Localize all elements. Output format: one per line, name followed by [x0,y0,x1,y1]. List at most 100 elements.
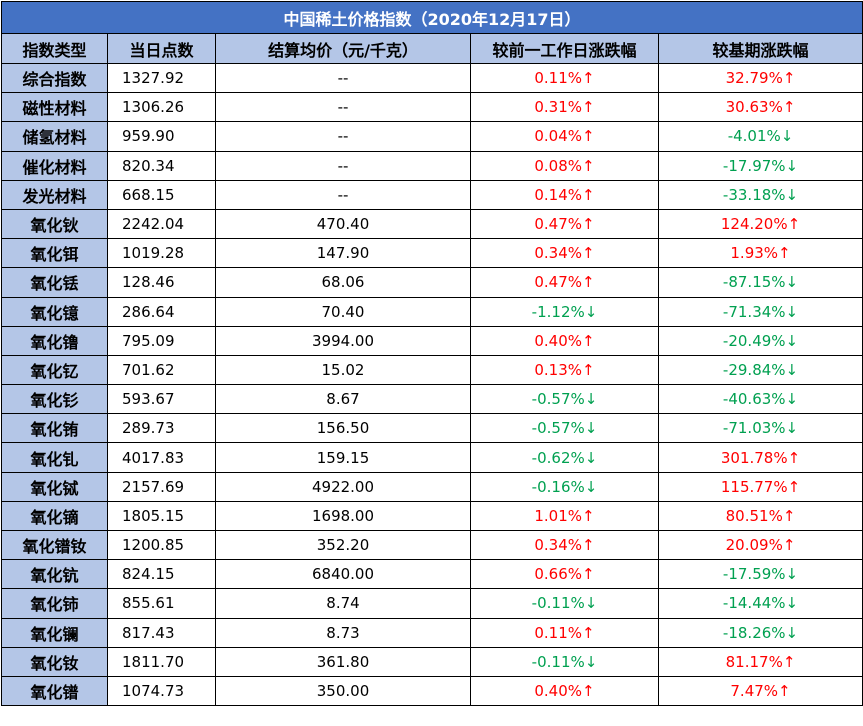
row-name-cell: 磁性材料 [1,92,108,123]
row-name-cell: 氧化钇 [1,354,108,386]
row-daily-change-cell: -0.11%↓ [470,646,659,677]
table-row: 氧化铥 128.46 68.06 0.47%↑ -87.15%↓ [1,267,863,298]
row-index-cell: 1074.73 [107,675,216,707]
row-price-cell: 6840.00 [215,559,471,590]
row-daily-change-cell: -0.57%↓ [470,413,659,444]
row-base-change-cell: 20.09%↑ [657,529,863,561]
row-price-cell: 350.00 [215,675,471,707]
table-row: 氧化镱 286.64 70.40 -1.12%↓ -71.34%↓ [1,296,863,327]
row-daily-change-cell: 0.40%↑ [470,325,659,356]
row-name-cell: 氧化镝 [1,500,108,532]
row-daily-change-cell: 0.14%↑ [470,179,659,210]
row-daily-change-cell: 0.04%↑ [470,121,659,152]
row-index-cell: 701.62 [107,354,216,386]
row-daily-change-cell: -1.12%↓ [470,296,659,327]
row-name-cell: 氧化铈 [1,588,108,619]
row-index-cell: 1805.15 [107,500,216,532]
row-name-cell: 氧化钐 [1,384,108,415]
row-price-cell: 352.20 [215,529,471,561]
row-base-change-cell: -20.49%↓ [657,325,863,356]
table-row: 发光材料 668.15 -- 0.14%↑ -33.18%↓ [1,179,863,210]
row-price-cell: 159.15 [215,442,471,473]
row-price-cell: 8.73 [215,617,471,648]
table-row: 氧化钪 824.15 6840.00 0.66%↑ -17.59%↓ [1,559,863,590]
row-name-cell: 氧化铥 [1,267,108,298]
row-index-cell: 4017.83 [107,442,216,473]
table-row: 氧化钐 593.67 8.67 -0.57%↓ -40.63%↓ [1,384,863,415]
row-base-change-cell: 81.17%↑ [657,646,863,677]
table-row: 催化材料 820.34 -- 0.08%↑ -17.97%↓ [1,150,863,181]
row-base-change-cell: -29.84%↓ [657,354,863,386]
row-price-cell: 8.74 [215,588,471,619]
table-row: 综合指数 1327.92 -- 0.11%↑ 32.79%↑ [1,62,863,94]
row-name-cell: 储氢材料 [1,121,108,152]
row-index-cell: 128.46 [107,267,216,298]
row-daily-change-cell: -0.62%↓ [470,442,659,473]
row-base-change-cell: -33.18%↓ [657,179,863,210]
row-daily-change-cell: 0.11%↑ [470,617,659,648]
row-daily-change-cell: -0.57%↓ [470,384,659,415]
row-index-cell: 1811.70 [107,646,216,677]
row-index-cell: 668.15 [107,179,216,210]
row-base-change-cell: -17.97%↓ [657,150,863,181]
row-price-cell: -- [215,92,471,123]
row-daily-change-cell: -0.16%↓ [470,471,659,502]
row-base-change-cell: -18.26%↓ [657,617,863,648]
rare-earth-price-table: 中国稀土价格指数（2020年12月17日） 指数类型 当日点数 结算均价（元/千… [0,1,863,707]
row-daily-change-cell: 0.08%↑ [470,150,659,181]
row-base-change-cell: -14.44%↓ [657,588,863,619]
row-index-cell: 959.90 [107,121,216,152]
row-daily-change-cell: 0.66%↑ [470,559,659,590]
row-base-change-cell: 32.79%↑ [657,62,863,94]
row-price-cell: 147.90 [215,238,471,269]
row-name-cell: 氧化镨 [1,675,108,707]
row-index-cell: 286.64 [107,296,216,327]
row-price-cell: -- [215,62,471,94]
row-price-cell: 4922.00 [215,471,471,502]
table-row: 氧化镝 1805.15 1698.00 1.01%↑ 80.51%↑ [1,500,863,532]
row-name-cell: 氧化铕 [1,413,108,444]
row-price-cell: 3994.00 [215,325,471,356]
row-daily-change-cell: 0.31%↑ [470,92,659,123]
table-row: 氧化钕 1811.70 361.80 -0.11%↓ 81.17%↑ [1,646,863,677]
title-row: 中国稀土价格指数（2020年12月17日） [0,1,863,34]
row-price-cell: -- [215,121,471,152]
row-daily-change-cell: 0.40%↑ [470,675,659,707]
table-row: 氧化钬 2242.04 470.40 0.47%↑ 124.20%↑ [1,208,863,240]
table-body: 综合指数 1327.92 -- 0.11%↑ 32.79%↑ 磁性材料 1306.26 -- 0… [1,62,863,707]
header-settlement-price: 结算均价（元/千克） [215,33,471,64]
table-title: 中国稀土价格指数（2020年12月17日） [0,1,863,34]
header-index-type: 指数类型 [1,33,108,64]
row-price-cell: 70.40 [215,296,471,327]
row-base-change-cell: -87.15%↓ [657,267,863,298]
row-index-cell: 795.09 [107,325,216,356]
row-index-cell: 1200.85 [107,529,216,561]
row-price-cell: 156.50 [215,413,471,444]
row-index-cell: 1306.26 [107,92,216,123]
row-daily-change-cell: 1.01%↑ [470,500,659,532]
row-base-change-cell: 115.77%↑ [657,471,863,502]
row-base-change-cell: 1.93%↑ [657,238,863,269]
row-name-cell: 氧化钬 [1,208,108,240]
table-row: 氧化钆 4017.83 159.15 -0.62%↓ 301.78%↑ [1,442,863,473]
row-index-cell: 855.61 [107,588,216,619]
row-price-cell: 68.06 [215,267,471,298]
row-base-change-cell: -40.63%↓ [657,384,863,415]
row-name-cell: 氧化镱 [1,296,108,327]
row-base-change-cell: -71.34%↓ [657,296,863,327]
row-daily-change-cell: 0.34%↑ [470,238,659,269]
row-price-cell: 470.40 [215,208,471,240]
row-base-change-cell: 124.20%↑ [657,208,863,240]
row-name-cell: 催化材料 [1,150,108,181]
row-daily-change-cell: 0.11%↑ [470,62,659,94]
table-row: 氧化镨 1074.73 350.00 0.40%↑ 7.47%↑ [1,675,863,707]
table-row: 氧化铽 2157.69 4922.00 -0.16%↓ 115.77%↑ [1,471,863,502]
table-row: 氧化铒 1019.28 147.90 0.34%↑ 1.93%↑ [1,238,863,269]
row-price-cell: 1698.00 [215,500,471,532]
table-row: 氧化镥 795.09 3994.00 0.40%↑ -20.49%↓ [1,325,863,356]
row-name-cell: 氧化钪 [1,559,108,590]
row-index-cell: 289.73 [107,413,216,444]
row-index-cell: 817.43 [107,617,216,648]
row-name-cell: 综合指数 [1,62,108,94]
row-base-change-cell: -71.03%↓ [657,413,863,444]
